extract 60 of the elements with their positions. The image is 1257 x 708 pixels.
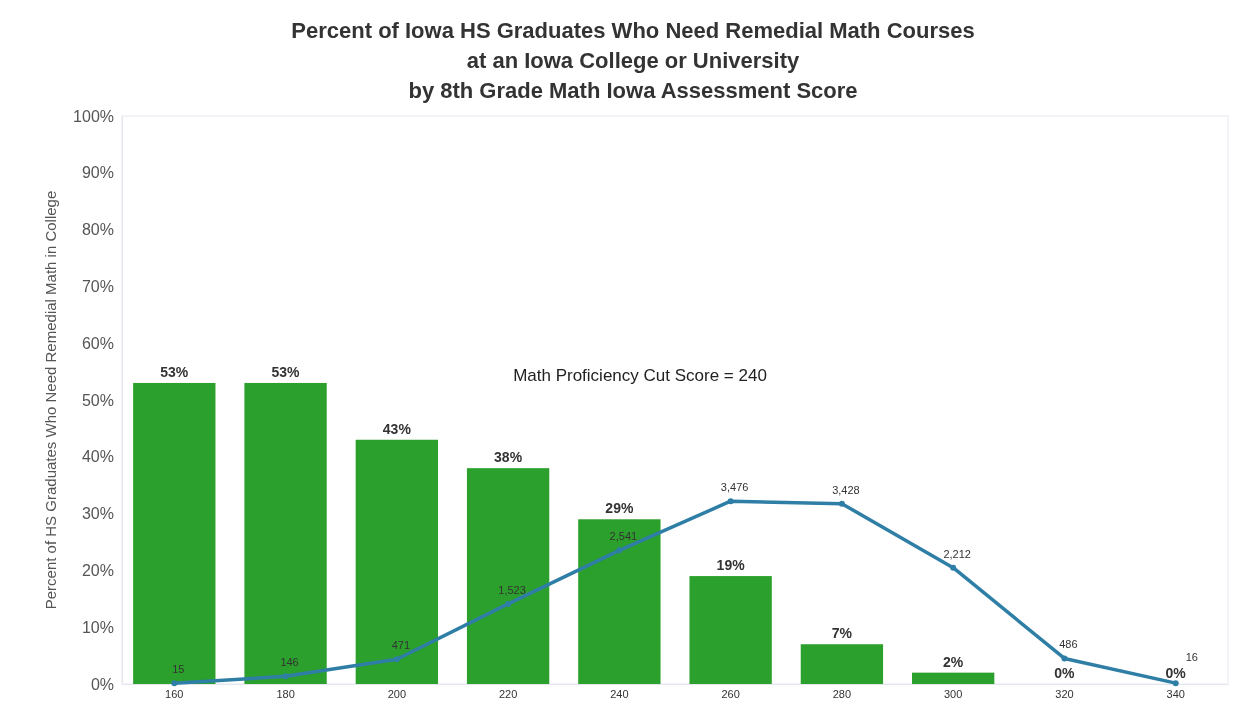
y-tick-label: 70% [81, 278, 114, 296]
chart-title: Percent of Iowa HS Graduates Who Need Remedial Math Courses at an Iowa College or University by 8th Grade Math Iowa Assessment Score [291, 18, 975, 103]
data-label: 486 [1059, 638, 1078, 651]
data-label: 2,212 [943, 547, 971, 560]
point [505, 600, 512, 607]
data-label: 2,541 [609, 530, 638, 543]
y-tick-label: 50% [81, 391, 114, 409]
point [616, 547, 623, 554]
data-label: 19% [716, 557, 746, 574]
data-label: 3,428 [832, 483, 860, 496]
x-tick-label: 200 [387, 687, 407, 700]
point [282, 673, 289, 680]
data-label: 146 [280, 656, 299, 669]
data-label: 16 [1185, 651, 1198, 664]
data-label: 15 [172, 663, 185, 676]
data-label: 53% [160, 363, 189, 380]
x-tick-label: 180 [276, 687, 295, 700]
data-label: 38% [494, 449, 523, 466]
y-tick-label: 10% [81, 618, 114, 636]
data-label: 53% [271, 363, 301, 380]
point [727, 498, 734, 505]
bar [689, 576, 772, 684]
annotation: Math Proficiency Cut Score = 240 [513, 366, 767, 385]
bar [244, 382, 327, 684]
y-tick-label: 0% [90, 675, 114, 693]
data-label: 0% [1165, 665, 1187, 681]
bar [578, 519, 661, 684]
y-axis-title: Percent of HS Graduates Who Need Remedial Math in College [42, 190, 59, 610]
bar [133, 382, 216, 684]
data-label: 1,523 [498, 583, 526, 596]
data-label: 3,476 [720, 481, 749, 494]
point [1061, 655, 1068, 662]
y-tick-label: 30% [81, 505, 114, 523]
x-tick-label: 300 [943, 687, 963, 700]
point [393, 656, 400, 663]
x-tick-label: 160 [165, 687, 184, 700]
bar [355, 439, 438, 684]
y-tick-label: 100% [73, 107, 114, 125]
y-tick-label: 90% [81, 164, 114, 182]
data-label: 0% [1054, 665, 1076, 681]
y-tick-label: 60% [81, 334, 114, 352]
y-tick-label: 80% [81, 221, 114, 239]
data-label: 471 [391, 639, 411, 652]
y-tick-label: 20% [81, 562, 114, 580]
data-label: 2% [943, 653, 964, 670]
x-tick-label: 260 [721, 687, 740, 700]
data-label: 29% [605, 500, 634, 517]
x-tick-label: 320 [1055, 687, 1074, 700]
x-tick-label: 220 [498, 687, 518, 700]
point [838, 500, 845, 507]
bar [800, 644, 884, 684]
y-tick-label: 40% [81, 448, 114, 466]
point [950, 564, 957, 571]
x-tick-label: 240 [610, 687, 629, 700]
x-tick-label: 280 [832, 687, 852, 700]
bar [466, 468, 550, 684]
bar [912, 672, 995, 684]
x-tick-label: 340 [1166, 687, 1185, 700]
data-label: 43% [382, 420, 412, 437]
data-label: 7% [831, 625, 853, 642]
